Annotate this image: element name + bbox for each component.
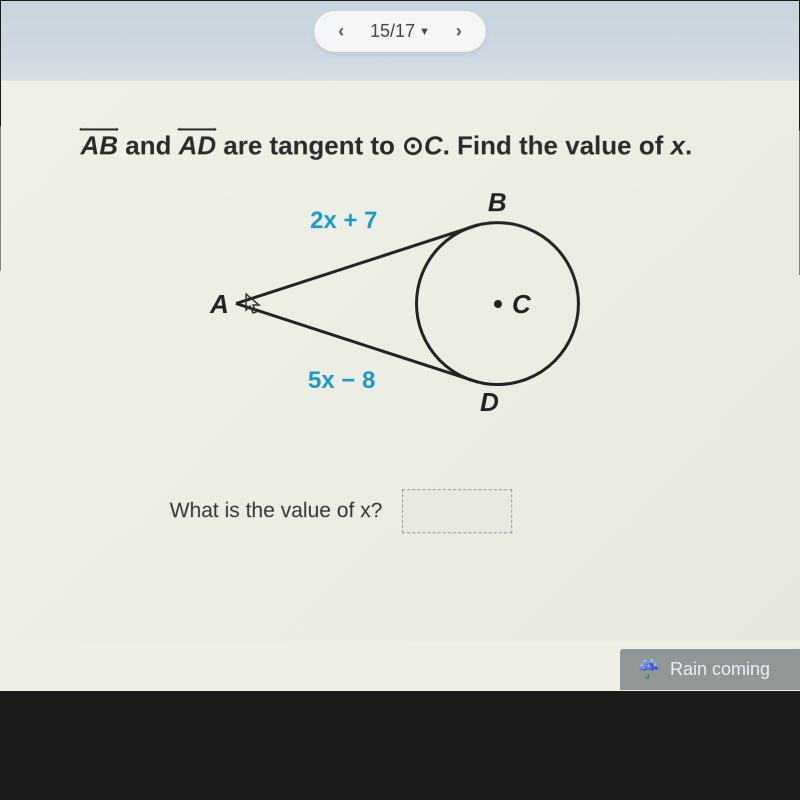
line-arrows-icon: ←→ — [77, 119, 123, 134]
q-tail: . Find the value of — [443, 130, 671, 160]
caret-down-icon: ▼ — [419, 25, 430, 37]
screen-area: ‹ 15/17 ▼ › ←→ AB and ←→ AD are tangent … — [0, 1, 800, 691]
weather-text: Rain coming — [670, 659, 770, 680]
point-label-a: A — [210, 289, 229, 320]
q-and: and — [118, 130, 179, 160]
seg-ab-label: AB — [81, 130, 119, 160]
answer-input[interactable] — [402, 489, 512, 533]
point-label-b: B — [488, 187, 507, 218]
q-rest: are tangent to ⊙ — [216, 130, 424, 160]
point-label-d: D — [480, 387, 499, 418]
problem-card: ←→ AB and ←→ AD are tangent to ⊙C. Find … — [0, 81, 800, 641]
weather-icon: ☔ — [638, 659, 660, 680]
point-label-c: C — [512, 289, 531, 320]
page-nav-pill: ‹ 15/17 ▼ › — [314, 11, 485, 52]
prev-arrow[interactable]: ‹ — [334, 21, 348, 42]
geometry-figure: A B C D 2x + 7 5x − 8 — [180, 189, 620, 419]
answer-prompt-row: What is the value of x? — [170, 489, 741, 533]
q-x: x — [670, 130, 685, 160]
expr-bottom: 5x − 8 — [308, 367, 375, 395]
question-text: ←→ AB and ←→ AD are tangent to ⊙C. Find … — [81, 130, 740, 161]
line-arrows-icon: ←→ — [175, 119, 221, 134]
next-arrow[interactable]: › — [452, 21, 466, 42]
taskbar-weather[interactable]: ☔ Rain coming — [620, 649, 800, 690]
answer-prompt-text: What is the value of x? — [170, 499, 383, 523]
center-dot — [494, 300, 502, 308]
q-dot: . — [685, 130, 692, 160]
page-counter[interactable]: 15/17 ▼ — [370, 21, 430, 42]
segment-ab: ←→ AB — [81, 130, 119, 161]
page-counter-text: 15/17 — [370, 21, 415, 42]
segment-ad: ←→ AD — [179, 130, 217, 161]
seg-ad-label: AD — [179, 130, 217, 160]
expr-top: 2x + 7 — [310, 207, 377, 235]
q-c: C — [424, 130, 443, 160]
